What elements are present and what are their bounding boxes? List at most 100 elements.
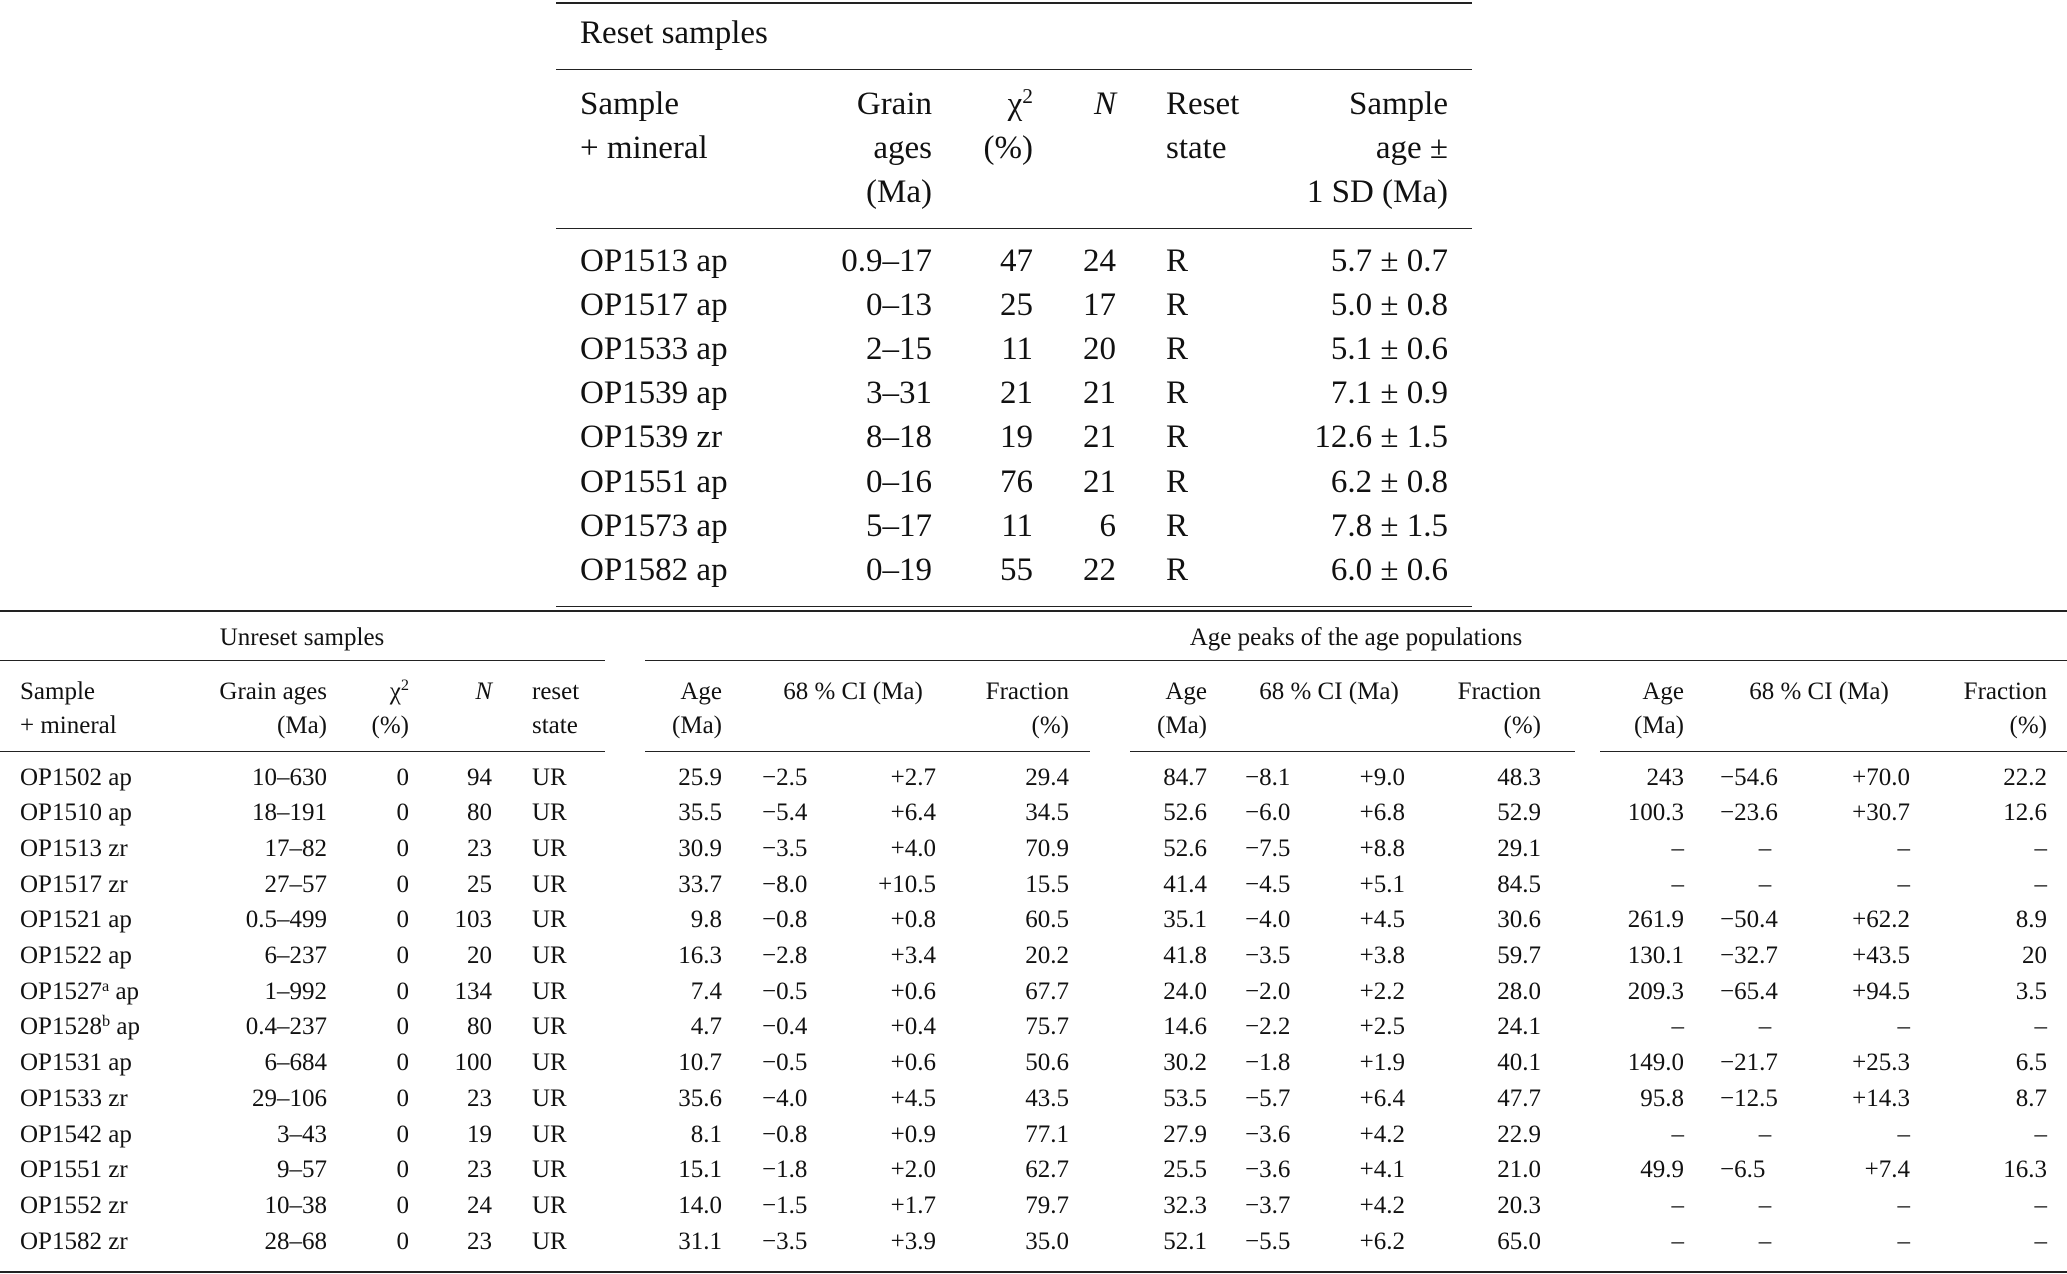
header-grain-ages: Grain: [856, 85, 932, 122]
unreset-cell-chi: 0: [396, 1227, 410, 1255]
peak-fraction: 29.1: [1497, 834, 1541, 862]
unreset-cell-n: 94: [467, 763, 492, 791]
peak-age: 30.2: [1163, 1049, 1207, 1077]
peak-ci-upper: +2.0: [890, 1156, 936, 1184]
unreset-cell-chi: 0: [396, 870, 410, 898]
header-peak-fraction: Fraction: [985, 677, 1069, 705]
reset-cell-grain-ages: 0–13: [866, 286, 932, 323]
peak-ci-lower: −0.8: [762, 906, 808, 934]
peak-ci-upper: +30.7: [1852, 799, 1910, 827]
reset-cell-chi: 11: [1001, 507, 1033, 544]
peak-age: 84.7: [1163, 763, 1207, 791]
reset-cell-chi: 55: [1000, 551, 1033, 588]
table-rule: [556, 228, 1472, 229]
reset-cell-chi: 47: [1000, 242, 1033, 279]
peak-fraction: 28.0: [1497, 977, 1541, 1005]
peak-fraction: 40.1: [1497, 1049, 1541, 1077]
peak-age: –: [1671, 870, 1685, 898]
peak-ci-upper: +0.6: [890, 1049, 936, 1077]
peak-fraction: 8.7: [2015, 1084, 2047, 1112]
peak-ci-lower: −5.4: [762, 799, 808, 827]
peak-age: 33.7: [678, 870, 722, 898]
reset-cell-age: 5.7 ± 0.7: [1330, 242, 1448, 279]
peak-ci-upper: +6.4: [1359, 1084, 1405, 1112]
peak-age: 261.9: [1627, 906, 1684, 934]
unreset-cell-chi: 0: [396, 977, 410, 1005]
unreset-cell-grain-ages: 10–38: [264, 1191, 328, 1219]
peak-age: 49.9: [1640, 1156, 1684, 1184]
chi-symbol: χ: [1007, 85, 1023, 122]
peak-ci-lower: −0.5: [762, 1049, 808, 1077]
peak-fraction: 22.9: [1497, 1120, 1541, 1148]
peak-ci-lower: −8.0: [762, 870, 808, 898]
header-grain-ages: ages: [873, 129, 932, 166]
reset-cell-grain-ages: 0.9–17: [841, 242, 932, 279]
peak-fraction: 62.7: [1025, 1156, 1069, 1184]
peak-ci-upper: +43.5: [1852, 942, 1910, 969]
peak-ci-lower: −5.5: [1245, 1227, 1291, 1255]
reset-cell-n: 22: [1083, 551, 1116, 588]
mineral: ap: [115, 977, 140, 1005]
reset-cell-n: 21: [1083, 375, 1116, 412]
unreset-cell-sample: OP1551 zr: [20, 1157, 128, 1182]
header-grain-ages: Grain ages: [219, 677, 327, 705]
reset-cell-state: R: [1166, 551, 1189, 588]
peak-age: 16.3: [678, 942, 722, 969]
reset-cell-n: 21: [1083, 463, 1116, 500]
peak-fraction: 20: [2022, 942, 2047, 969]
reset-cell-age: 5.1 ± 0.6: [1330, 330, 1448, 367]
unreset-cell-grain-ages: 28–68: [264, 1227, 328, 1255]
table-rule: [1600, 751, 2067, 752]
mineral: ap: [116, 1013, 140, 1041]
peak-age: 27.9: [1163, 1120, 1207, 1148]
age-peaks-title: Age peaks of the age populations: [1189, 623, 1523, 651]
unreset-cell-sample: OP1533 zr: [20, 1086, 128, 1111]
table-rule: [645, 751, 1090, 752]
table-rule: [0, 751, 605, 752]
peak-ci-lower: −5.7: [1245, 1084, 1291, 1112]
unreset-cell-state: UR: [532, 1049, 567, 1077]
peak-fraction: 75.7: [1025, 1013, 1069, 1041]
peak-ci-upper: +4.2: [1359, 1120, 1405, 1148]
header-reset-state: state: [532, 711, 578, 739]
peak-fraction: –: [2034, 1120, 2048, 1148]
n-symbol: N: [1093, 85, 1116, 122]
peak-ci-lower: −12.5: [1720, 1084, 1778, 1112]
peak-fraction: 84.5: [1497, 870, 1541, 898]
peak-ci-lower: −1.8: [1245, 1049, 1291, 1077]
peak-age: 14.0: [678, 1191, 722, 1219]
peak-ci-upper: –: [1897, 1227, 1911, 1255]
unreset-cell-state: UR: [532, 1156, 567, 1184]
peak-ci-lower: −32.7: [1720, 942, 1778, 969]
sample-id: OP1510: [20, 799, 102, 827]
header-sample-age: 1 SD (Ma): [1306, 173, 1448, 210]
peak-ci-upper: +3.9: [890, 1227, 936, 1255]
peak-ci-lower: −1.8: [762, 1156, 808, 1184]
peak-ci-upper: +94.5: [1852, 977, 1910, 1005]
reset-cell-n: 24: [1083, 242, 1116, 279]
unreset-cell-grain-ages: 0.5–499: [245, 906, 327, 934]
unreset-cell-sample: OP1513 zr: [20, 836, 128, 861]
unreset-cell-sample: OP1528b ap: [20, 1013, 140, 1041]
unreset-cell-sample: OP1531 ap: [20, 1050, 132, 1075]
peak-ci-upper: –: [1897, 1013, 1911, 1041]
unreset-cell-n: 134: [454, 977, 493, 1005]
unreset-cell-state: UR: [532, 942, 567, 969]
unreset-cell-grain-ages: 10–630: [252, 763, 327, 791]
reset-cell-grain-ages: 3–31: [866, 375, 932, 412]
top-rule: [556, 2, 1472, 4]
header-reset-state: state: [1166, 129, 1227, 166]
reset-cell-state: R: [1166, 507, 1189, 544]
reset-cell-sample: OP1582 ap: [580, 551, 728, 588]
unreset-cell-sample: OP1522 ap: [20, 943, 132, 968]
unreset-table-title: Unreset samples: [219, 623, 385, 651]
peak-fraction: 22.2: [2003, 763, 2047, 791]
peak-age: 35.6: [678, 1084, 722, 1112]
reset-cell-grain-ages: 8–18: [866, 419, 932, 456]
peak-fraction: 12.6: [2003, 799, 2047, 827]
sample-id: OP1517: [20, 870, 102, 898]
header-peak-age: (Ma): [672, 711, 722, 739]
unreset-cell-sample: OP1521 ap: [20, 907, 132, 932]
table-rule: [0, 610, 2067, 612]
peak-ci-lower: −6.5: [1720, 1156, 1766, 1184]
